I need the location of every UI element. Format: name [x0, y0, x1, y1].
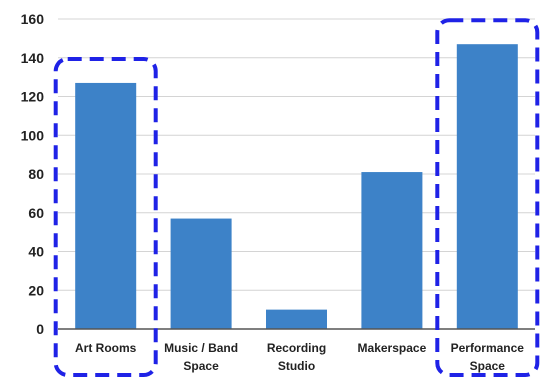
x-tick-label: Performance Space [451, 341, 525, 373]
y-tick-label: 120 [21, 89, 45, 105]
bar [266, 309, 327, 329]
bars [75, 44, 518, 329]
bar [361, 172, 423, 329]
x-tick-label: Makerspace [358, 341, 427, 355]
y-tick-label: 20 [28, 282, 44, 298]
x-tick-label: Art Rooms [75, 341, 137, 355]
bar [170, 218, 232, 329]
x-axis-labels: Art Rooms Music / Band Space Recording Studi… [75, 341, 524, 373]
x-tick-label: Music / Band Space [164, 341, 238, 373]
highlight-boxes [53, 18, 540, 377]
y-tick-label: 160 [21, 11, 45, 27]
y-tick-label: 100 [21, 127, 45, 143]
y-tick-label: 140 [21, 50, 45, 66]
y-tick-label: 0 [36, 321, 44, 337]
y-tick-label: 60 [28, 205, 44, 221]
y-axis-ticks: 0 20 40 60 80 100 120 140 160 [21, 11, 45, 337]
y-tick-label: 80 [28, 166, 44, 182]
highlight-box [53, 56, 158, 377]
highlight-box [435, 18, 540, 377]
bar [75, 82, 137, 329]
bar [456, 44, 518, 329]
y-tick-label: 40 [28, 244, 44, 260]
x-tick-label: Recording Studio [267, 341, 326, 373]
